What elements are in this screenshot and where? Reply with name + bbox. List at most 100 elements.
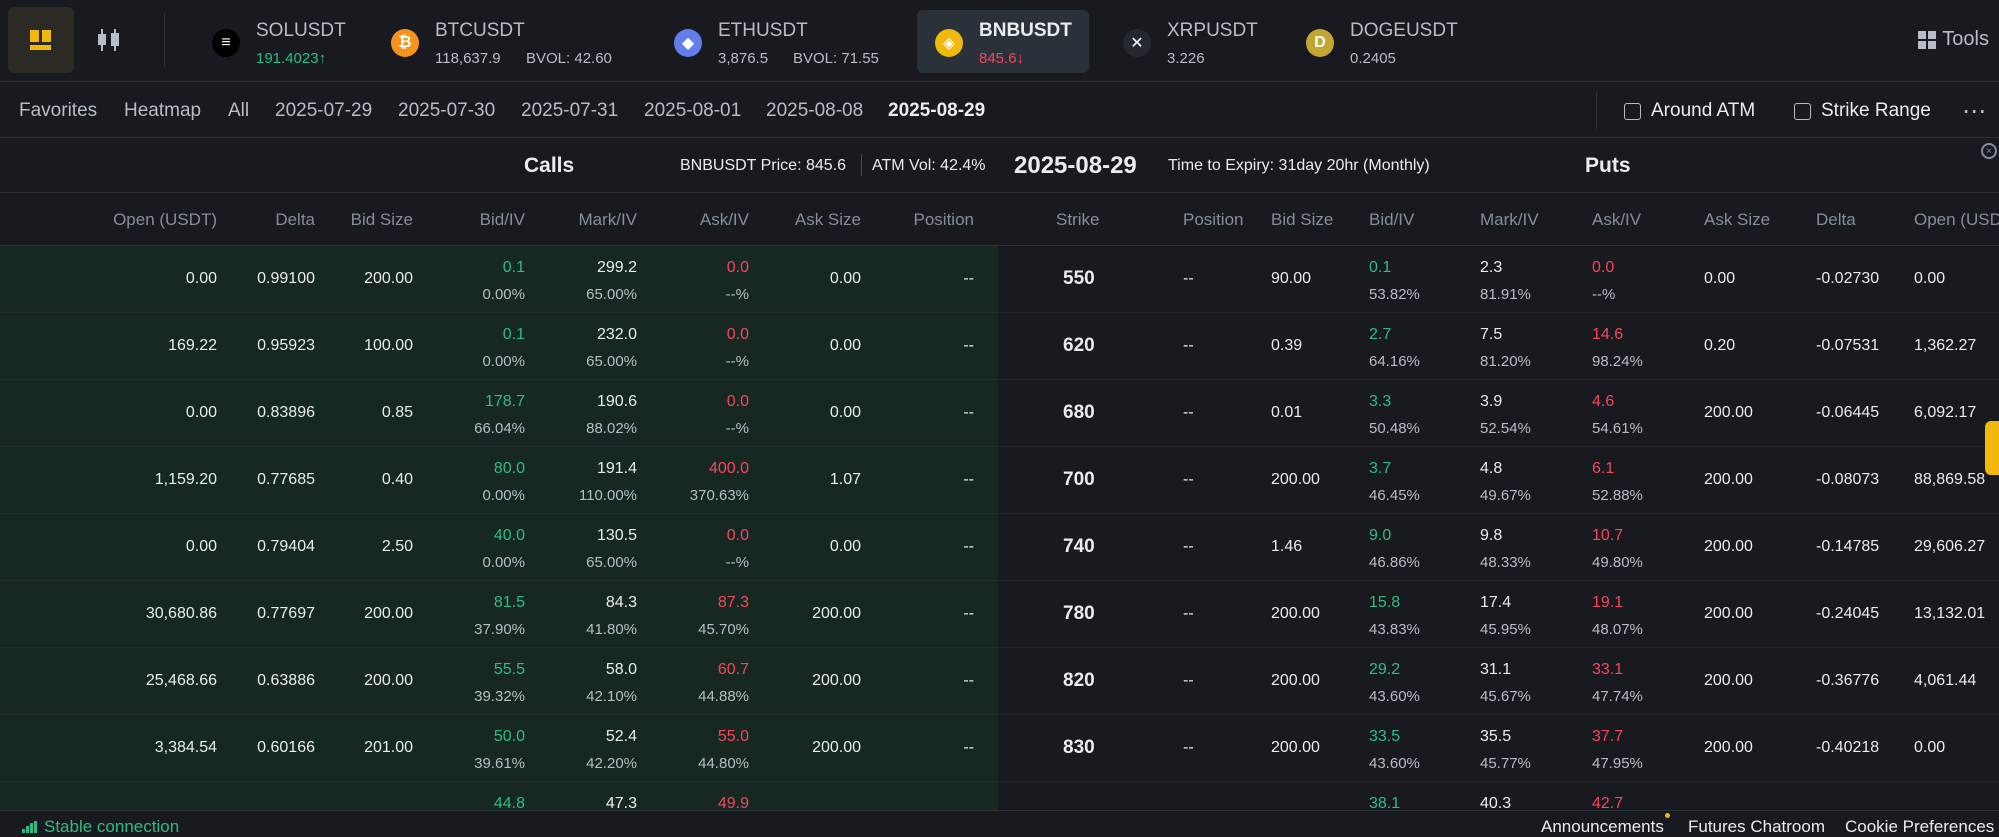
put-mark[interactable]: 40.3 [1480,795,1512,810]
ticker-xrpusdt[interactable]: ✕ XRPUSDT 3.226 [1105,10,1265,73]
put-ask[interactable]: 19.1 [1592,594,1624,611]
call-bid[interactable]: 44.8 [493,795,525,810]
put-bid[interactable]: 3.3 [1369,393,1392,410]
put-mark[interactable]: 31.1 [1480,661,1512,678]
call-mark[interactable]: 47.3 [605,795,637,810]
put-ask[interactable]: 10.7 [1592,527,1624,544]
put-ask[interactable]: 4.6 [1592,393,1615,410]
table-row[interactable]: 1,159.20 0.77685 0.40 80.0 0.00% 191.4 110.00%… [0,447,1999,514]
table-row[interactable]: 169.22 0.95923 100.00 0.1 0.00% 232.0 65.00% 0.… [0,313,1999,380]
call-ask[interactable]: 49.9 [717,795,749,810]
call-bid[interactable]: 50.0 [493,728,525,745]
call-mark[interactable]: 52.4 [605,728,637,745]
strike-range-checkbox[interactable]: Strike Range [1794,100,1931,122]
tools-button[interactable]: Tools [1918,28,1989,51]
put-ask[interactable]: 42.7 [1592,795,1624,810]
put-mark[interactable]: 3.9 [1480,393,1503,410]
put-ask[interactable]: 33.1 [1592,661,1624,678]
underlying-price: BNBUSDT Price: 845.6 [680,157,846,174]
call-ask[interactable]: 0.0 [726,259,749,276]
call-mark[interactable]: 232.0 [596,326,637,343]
around-atm-checkbox[interactable]: Around ATM [1624,100,1755,122]
put-ask[interactable]: 0.0 [1592,259,1615,276]
put-bid[interactable]: 15.8 [1369,594,1401,611]
call-bid[interactable]: 40.0 [493,527,525,544]
call-mark[interactable]: 190.6 [596,393,637,410]
calls-background [0,246,998,810]
table-row[interactable]: 0.00 0.83896 0.85 178.7 66.04% 190.6 88.02% 0.0… [0,380,1999,447]
filter-tab-heatmap[interactable]: Heatmap [124,100,202,121]
put-mark[interactable]: 4.8 [1480,460,1503,477]
call-ask[interactable]: 400.0 [708,460,749,477]
announcements-link[interactable]: Announcements [1541,817,1664,836]
close-icon[interactable]: × [1981,143,1997,159]
ticker-ethusdt[interactable]: ◆ ETHUSDT 3,876.5 BVOL: 71.55 [656,10,911,73]
put-bid[interactable]: 2.7 [1369,326,1392,343]
futures-chatroom-link[interactable]: Futures Chatroom [1688,817,1825,836]
put-bid[interactable]: 3.7 [1369,460,1392,477]
call-bid-iv: 0.00% [482,554,525,571]
call-ask[interactable]: 55.0 [717,728,749,745]
call-bid[interactable]: 81.5 [493,594,525,611]
call-mark[interactable]: 84.3 [605,594,637,611]
filter-tab-all[interactable]: All [228,100,250,121]
filter-tab-2025-07-30[interactable]: 2025-07-30 [398,100,496,121]
cookie-preferences-link[interactable]: Cookie Preferences [1845,817,1995,836]
put-bid[interactable]: 9.0 [1369,527,1392,544]
call-ask[interactable]: 0.0 [726,527,749,544]
put-delta: -0.02730 [1816,270,1880,287]
filter-tab-2025-07-31[interactable]: 2025-07-31 [521,100,619,121]
filter-tab-2025-08-01[interactable]: 2025-08-01 [644,100,742,121]
call-ask[interactable]: 0.0 [726,393,749,410]
call-bid[interactable]: 178.7 [484,393,525,410]
call-ask[interactable]: 60.7 [717,661,749,678]
ticker-btcusdt[interactable]: ₿ BTCUSDT 118,637.9 BVOL: 42.60 [373,10,633,73]
call-bid[interactable]: 0.1 [502,326,525,343]
table-row[interactable]: 25,468.66 0.63886 200.00 55.5 39.32% 58.0 42.1… [0,648,1999,715]
call-mark[interactable]: 58.0 [605,661,637,678]
put-col-ask-size: Ask Size [1704,210,1771,229]
put-ask-iv: 52.88% [1592,487,1643,504]
call-ask[interactable]: 87.3 [717,594,749,611]
ticker-bnbusdt[interactable]: ◈ BNBUSDT 845.6↓ [917,10,1089,73]
call-mark[interactable]: 130.5 [596,527,637,544]
table-row[interactable]: 0.00 0.79404 2.50 40.0 0.00% 130.5 65.00% 0.0 --… [0,514,1999,581]
ticker-symbol: SOLUSDT [256,20,346,41]
filter-tab-2025-08-29[interactable]: 2025-08-29 [888,100,986,121]
put-mark[interactable]: 7.5 [1480,326,1503,343]
checkbox-box[interactable] [1794,102,1811,120]
put-position: -- [1183,672,1194,689]
put-mark[interactable]: 2.3 [1480,259,1503,276]
table-row[interactable]: 3,384.54 0.60166 201.00 50.0 39.61% 52.4 42.20… [0,715,1999,782]
call-position: -- [963,270,974,287]
put-bid[interactable]: 33.5 [1369,728,1401,745]
call-bid[interactable]: 0.1 [502,259,525,276]
put-ask[interactable]: 14.6 [1592,326,1624,343]
checkbox-box[interactable] [1624,102,1641,120]
filter-tab-2025-08-08[interactable]: 2025-08-08 [766,100,864,121]
put-bid[interactable]: 29.2 [1369,661,1401,678]
filter-tab-favorites[interactable]: Favorites [19,100,98,121]
put-ask[interactable]: 6.1 [1592,460,1615,477]
put-bid[interactable]: 0.1 [1369,259,1392,276]
call-bid[interactable]: 80.0 [493,460,525,477]
call-mark[interactable]: 191.4 [596,460,637,477]
put-bid[interactable]: 38.1 [1369,795,1401,810]
ticker-dogeusdt[interactable]: D DOGEUSDT 0.2405 [1288,10,1468,73]
more-options-icon[interactable]: ⋯ [1962,98,1987,125]
put-ask[interactable]: 37.7 [1592,728,1624,745]
put-mark[interactable]: 17.4 [1480,594,1512,611]
side-panel-handle[interactable] [1985,421,1999,475]
grid-view-button[interactable] [8,7,74,73]
table-row[interactable]: 44.8 47.3 49.9 38.1 40.3 42.7 [0,782,1999,810]
put-mark[interactable]: 9.8 [1480,527,1503,544]
call-mark[interactable]: 299.2 [596,259,637,276]
call-ask[interactable]: 0.0 [726,326,749,343]
table-row[interactable]: 0.00 0.99100 200.00 0.1 0.00% 299.2 65.00% 0.0 -… [0,246,1999,313]
ticker-solusdt[interactable]: ≡ SOLUSDT 191.4023↑ [194,10,364,73]
filter-tab-2025-07-29[interactable]: 2025-07-29 [275,100,373,121]
table-row[interactable]: 30,680.86 0.77697 200.00 81.5 37.90% 84.3 41.8… [0,581,1999,648]
candlestick-view-button[interactable] [76,7,142,73]
call-bid[interactable]: 55.5 [493,661,525,678]
put-mark[interactable]: 35.5 [1480,728,1512,745]
